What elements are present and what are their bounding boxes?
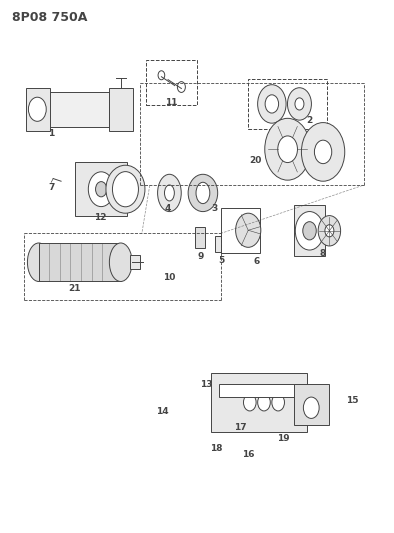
Ellipse shape (158, 174, 181, 212)
Circle shape (265, 95, 279, 113)
Text: 21: 21 (68, 285, 80, 293)
Text: 6: 6 (254, 257, 260, 265)
Circle shape (296, 212, 324, 250)
Text: 17: 17 (234, 423, 247, 432)
Text: 9: 9 (198, 253, 204, 261)
Circle shape (243, 394, 256, 411)
Circle shape (265, 118, 310, 180)
Circle shape (258, 394, 270, 411)
Circle shape (288, 88, 311, 120)
Text: 20: 20 (249, 157, 262, 165)
Circle shape (272, 394, 284, 411)
Ellipse shape (196, 182, 210, 204)
Circle shape (28, 97, 46, 122)
Bar (48, 92, 109, 127)
Bar (219, 384, 299, 397)
Circle shape (236, 213, 261, 247)
Text: 10: 10 (163, 273, 176, 281)
Circle shape (325, 225, 334, 237)
Ellipse shape (106, 165, 145, 213)
Circle shape (303, 222, 316, 240)
Ellipse shape (164, 185, 174, 201)
Text: 16: 16 (242, 450, 255, 458)
Text: 12: 12 (94, 213, 107, 222)
Bar (211, 373, 307, 432)
Text: 7: 7 (48, 183, 54, 192)
Bar (130, 255, 139, 269)
Circle shape (177, 82, 185, 92)
Text: 14: 14 (156, 407, 169, 416)
Bar (221, 208, 260, 253)
Circle shape (278, 136, 297, 163)
Circle shape (295, 98, 304, 110)
Bar (215, 236, 222, 252)
Text: 18: 18 (210, 445, 222, 453)
Bar (109, 88, 134, 131)
Circle shape (314, 140, 332, 164)
Ellipse shape (110, 243, 132, 281)
Bar (39, 243, 121, 281)
Circle shape (318, 216, 340, 246)
Bar (294, 206, 325, 256)
Text: 5: 5 (219, 256, 225, 264)
Circle shape (96, 182, 107, 197)
Circle shape (303, 397, 319, 418)
Text: 4: 4 (164, 205, 171, 213)
Text: 15: 15 (346, 397, 359, 405)
Ellipse shape (28, 243, 50, 281)
Bar (248, 78, 327, 129)
Bar (146, 60, 197, 106)
Ellipse shape (188, 174, 217, 212)
Bar (195, 227, 205, 248)
Text: 1: 1 (48, 129, 54, 138)
Circle shape (301, 123, 345, 181)
Circle shape (158, 71, 165, 80)
Text: 19: 19 (277, 434, 289, 442)
Bar (26, 88, 50, 131)
Text: 8P08 750A: 8P08 750A (12, 11, 87, 23)
Circle shape (88, 172, 114, 207)
Ellipse shape (112, 172, 138, 207)
Bar (75, 162, 127, 216)
Text: 3: 3 (212, 205, 218, 213)
Text: 13: 13 (200, 381, 212, 389)
Text: 11: 11 (165, 98, 178, 107)
Text: 2: 2 (306, 116, 312, 125)
Bar (294, 384, 329, 425)
Text: 8: 8 (320, 249, 326, 257)
Circle shape (258, 85, 286, 123)
